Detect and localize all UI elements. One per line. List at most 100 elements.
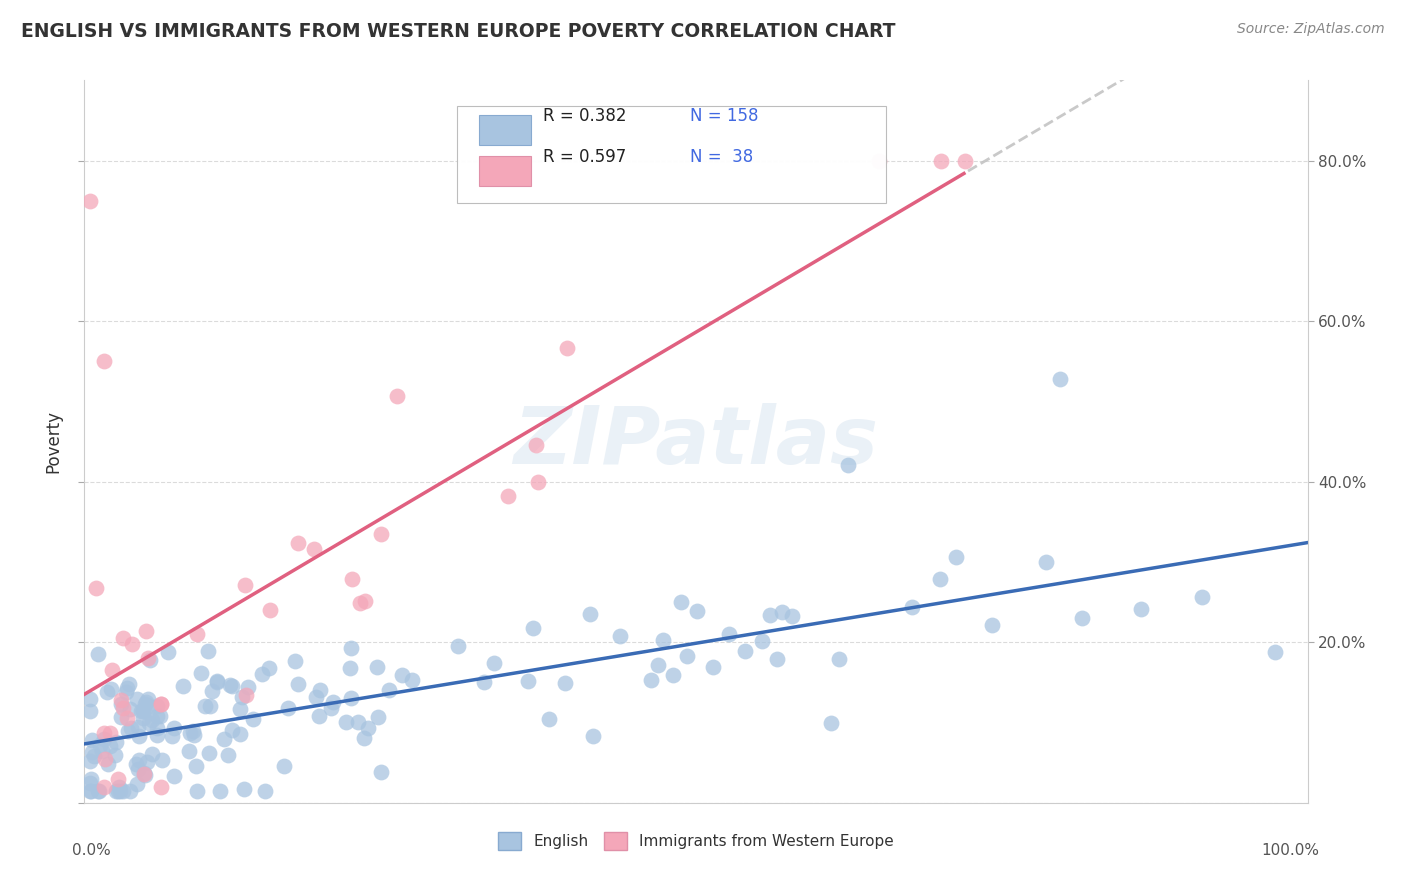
Point: [104, 747, 127, 762]
Point: [80, 772, 103, 787]
Point: [87, 784, 110, 798]
Point: [229, 727, 252, 741]
Point: [253, 784, 276, 798]
Point: [242, 712, 264, 726]
Point: [172, 679, 194, 693]
Point: [828, 651, 851, 665]
Point: [121, 637, 143, 651]
Point: [135, 624, 157, 639]
Point: [233, 578, 256, 592]
Point: [110, 692, 132, 706]
Point: [194, 698, 217, 713]
Point: [150, 698, 173, 712]
Point: [115, 711, 138, 725]
Point: [98, 726, 121, 740]
Point: [287, 677, 309, 691]
Point: [198, 698, 221, 713]
Point: [129, 704, 152, 718]
Point: [128, 753, 150, 767]
Point: [686, 604, 709, 618]
Point: [647, 658, 669, 673]
Point: [80, 745, 103, 759]
Point: [524, 438, 547, 452]
Point: [100, 682, 122, 697]
Point: [184, 758, 207, 772]
Point: [765, 652, 787, 666]
Point: [759, 608, 782, 623]
Point: [221, 723, 243, 737]
Point: [734, 643, 756, 657]
Point: [308, 682, 330, 697]
Text: R = 0.597: R = 0.597: [543, 148, 626, 166]
Point: [339, 641, 361, 656]
Point: [354, 594, 377, 608]
Point: [138, 716, 160, 731]
Point: [86, 581, 108, 595]
Point: [118, 677, 141, 691]
Point: [981, 617, 1004, 632]
Point: [484, 657, 506, 671]
Text: R = 0.382: R = 0.382: [543, 107, 627, 126]
Point: [117, 724, 139, 739]
Point: [160, 729, 183, 743]
Point: [235, 688, 257, 702]
Point: [111, 784, 134, 798]
Point: [91, 743, 114, 757]
Point: [287, 535, 309, 549]
Point: [385, 388, 408, 402]
Point: [340, 573, 363, 587]
Point: [305, 690, 328, 705]
Point: [79, 691, 101, 706]
Point: [339, 660, 361, 674]
Point: [517, 674, 540, 689]
Point: [472, 674, 495, 689]
Legend: English, Immigrants from Western Europe: English, Immigrants from Western Europe: [492, 826, 900, 856]
Point: [135, 695, 157, 709]
Point: [652, 632, 675, 647]
Point: [112, 631, 135, 645]
Point: [717, 627, 740, 641]
Point: [110, 784, 132, 798]
Point: [496, 489, 519, 503]
Point: [127, 762, 149, 776]
Point: [87, 784, 110, 798]
Point: [141, 714, 163, 728]
Point: [252, 666, 274, 681]
Point: [205, 674, 228, 689]
Point: [277, 700, 299, 714]
Point: [401, 673, 423, 688]
Point: [127, 720, 149, 734]
Point: [82, 733, 104, 747]
Point: [205, 674, 228, 689]
Point: [953, 153, 976, 168]
Point: [139, 653, 162, 667]
Point: [128, 729, 150, 743]
Point: [135, 755, 157, 769]
Point: [149, 697, 172, 711]
Point: [671, 595, 693, 609]
Point: [1071, 611, 1094, 625]
Point: [229, 702, 252, 716]
Point: [609, 629, 631, 643]
Point: [79, 704, 101, 718]
Point: [347, 714, 370, 729]
Point: [702, 659, 724, 673]
Point: [132, 703, 155, 717]
Point: [391, 668, 413, 682]
Point: [837, 458, 859, 473]
Point: [186, 784, 208, 798]
Point: [212, 732, 235, 747]
Point: [83, 749, 105, 764]
Point: [118, 784, 141, 798]
Point: [186, 627, 208, 641]
Point: [134, 768, 156, 782]
Text: 100.0%: 100.0%: [1261, 843, 1320, 857]
Point: [209, 784, 232, 798]
Point: [308, 709, 330, 723]
Point: [163, 768, 186, 782]
Point: [1035, 555, 1057, 569]
Point: [163, 721, 186, 735]
FancyBboxPatch shape: [457, 105, 886, 203]
Point: [302, 542, 325, 557]
Point: [221, 679, 243, 693]
